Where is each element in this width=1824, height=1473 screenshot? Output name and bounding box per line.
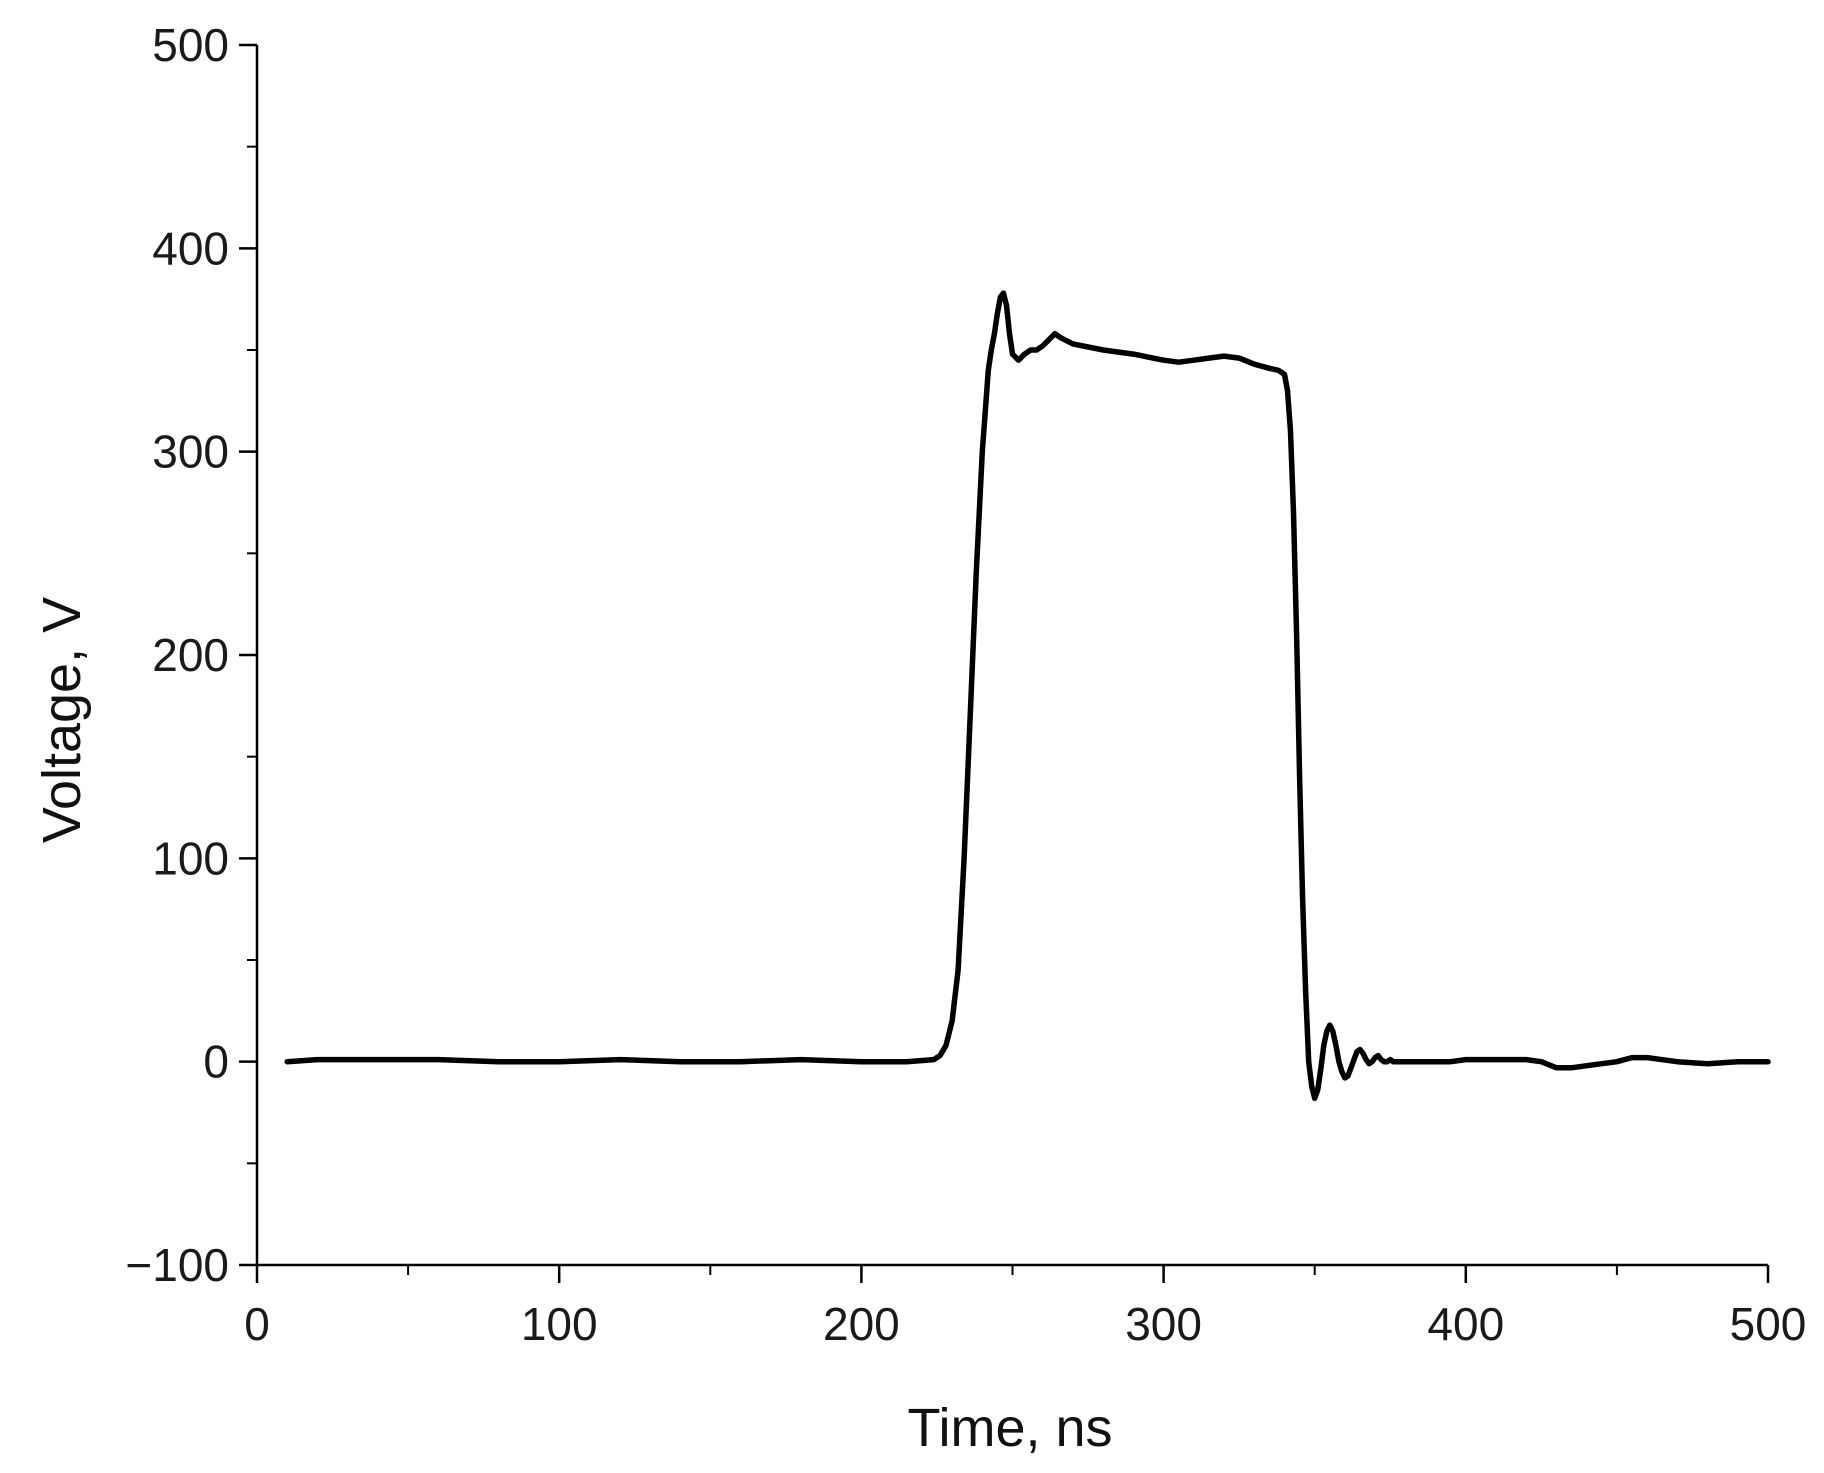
y-tick-label-400: 400: [152, 222, 229, 274]
x-tick-label-100: 100: [521, 1298, 598, 1350]
x-tick-label-200: 200: [823, 1298, 900, 1350]
y-tick-label-0: 0: [203, 1036, 229, 1088]
x-axis-title: Time, ns: [907, 1398, 1112, 1458]
y-tick-label-500: 500: [152, 19, 229, 71]
x-tick-label-300: 300: [1125, 1298, 1202, 1350]
y-axis-title: Voltage, V: [32, 597, 92, 843]
y-tick-label-100: 100: [152, 832, 229, 884]
y-tick-label-300: 300: [152, 426, 229, 478]
tick-labels: −100 0 100 200 300 400 500 0 100 200 300 400 500: [125, 19, 1806, 1350]
y-tick-label--100: −100: [125, 1239, 229, 1291]
ticks: [239, 43, 1770, 1283]
series-line-0: [284, 290, 1771, 1102]
series: [284, 290, 1771, 1102]
axes: [255, 45, 1768, 1267]
x-tick-label-500: 500: [1730, 1298, 1807, 1350]
x-tick-label-400: 400: [1427, 1298, 1504, 1350]
y-tick-label-200: 200: [152, 629, 229, 681]
x-tick-label-0: 0: [244, 1298, 270, 1350]
